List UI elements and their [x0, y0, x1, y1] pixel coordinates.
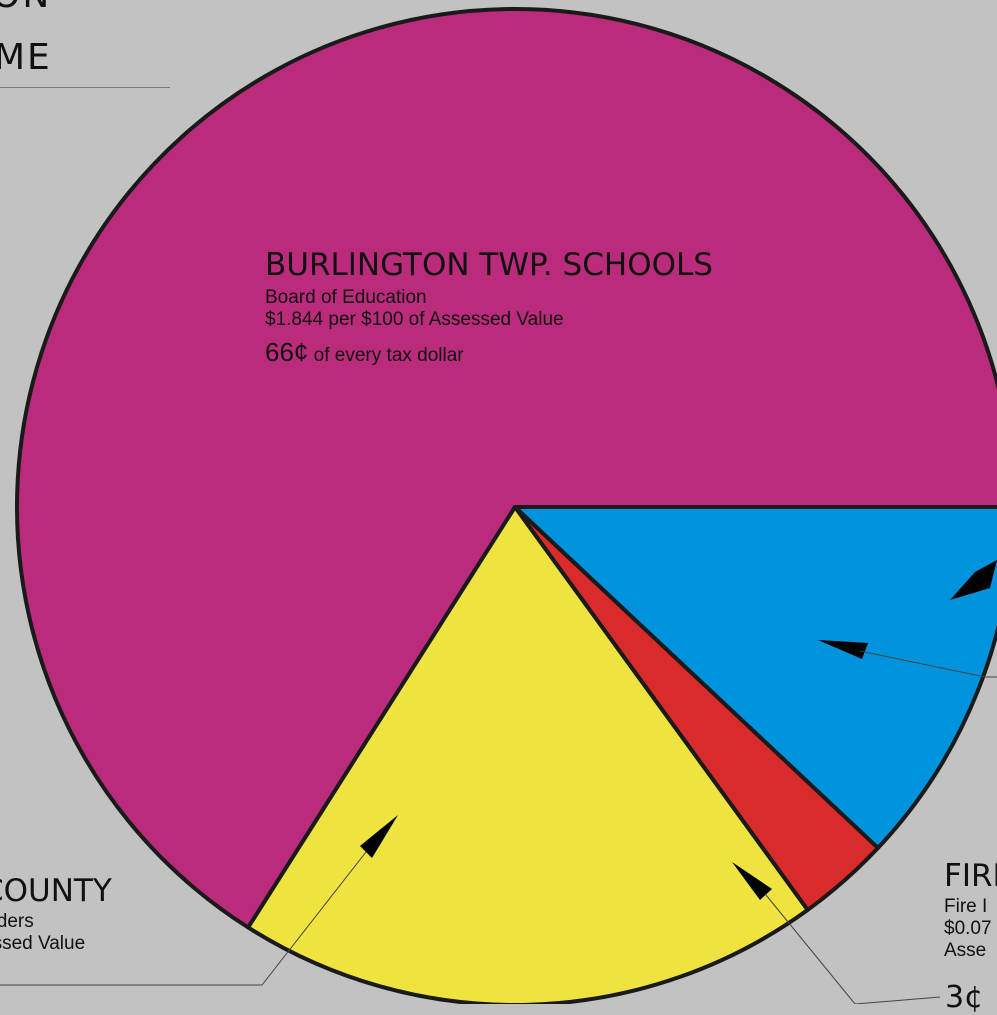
blue-slice-leader-line	[859, 650, 997, 678]
county-slice-label: COUNTY olders essed Value	[0, 876, 112, 955]
fire-cents: 3¢	[945, 980, 984, 1015]
title-divider	[0, 87, 170, 88]
fire-sub-3: Asse	[944, 940, 987, 961]
pie-slice-unlabeled-3	[513, 505, 997, 850]
county-sub-2: essed Value	[0, 933, 86, 954]
schools-cents-value: 66¢	[265, 337, 309, 367]
schools-rate: $1.844 per $100 of Assessed Value	[265, 309, 564, 330]
fire-slice-label: FIRI Fire I $0.07 Asse	[944, 861, 997, 962]
pie-slice-burlington-twp-schools-0	[15, 7, 997, 930]
schools-heading: BURLINGTON TWP. SCHOOLS	[265, 247, 713, 283]
fire-heading: FIRI	[944, 858, 997, 894]
county-arrow-pointer	[360, 815, 398, 858]
fire-sub-1: Fire I	[944, 896, 988, 917]
county-leader-line	[0, 851, 367, 986]
schools-cents-text: of every tax dollar	[308, 345, 464, 366]
fire-leader-line	[765, 894, 856, 1004]
page-title-line-1: ON	[0, 0, 51, 14]
pie-slice-county-1	[246, 505, 810, 1004]
page-title-line-2: ME	[0, 37, 52, 78]
blue-slice-arrow-pointer	[818, 640, 868, 659]
fire-sub-2: $0.07	[944, 918, 992, 939]
schools-board: Board of Education	[265, 287, 427, 308]
schools-cents: 66¢ of every tax dollar	[265, 337, 713, 368]
fire-cents-leader-line	[854, 996, 941, 1004]
county-heading: COUNTY	[0, 873, 112, 909]
fire-arrow-pointer	[732, 862, 772, 900]
county-sub-1: olders	[0, 911, 34, 932]
schools-slice-label: BURLINGTON TWP. SCHOOLS Board of Educati…	[265, 250, 713, 368]
schools-arrow-pointer	[950, 560, 997, 600]
